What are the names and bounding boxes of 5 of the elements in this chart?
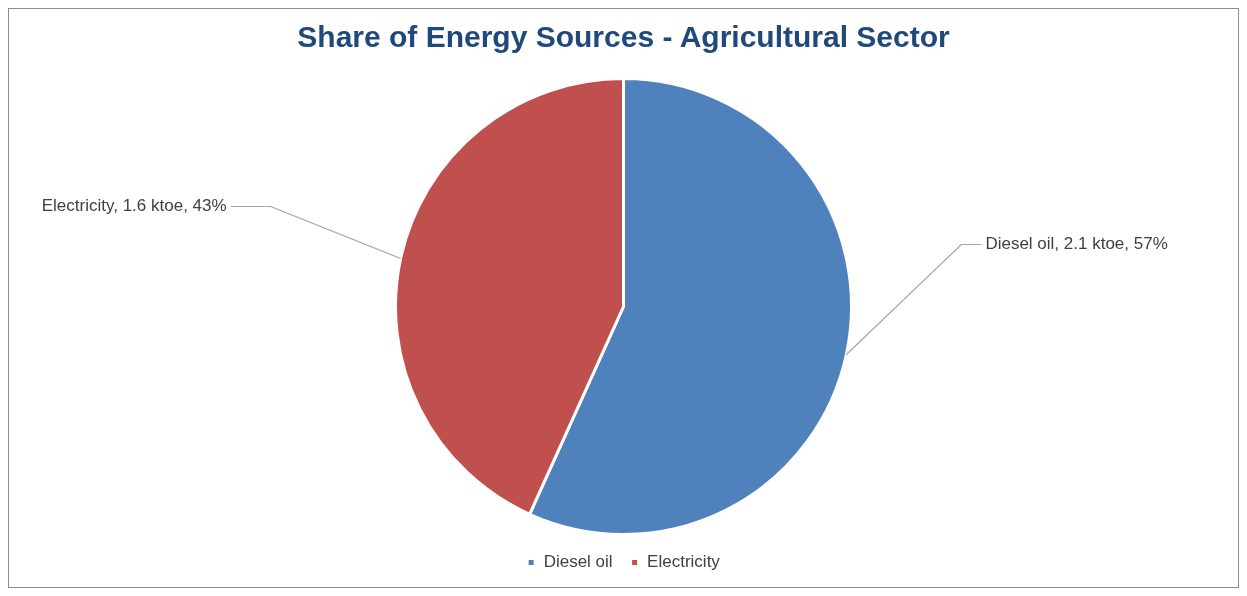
data-label: Electricity, 1.6 ktoe, 43% bbox=[41, 196, 227, 216]
data-label: Diesel oil, 2.1 ktoe, 57% bbox=[985, 234, 1168, 254]
chart-title: Share of Energy Sources - Agricultural Sector bbox=[297, 20, 951, 54]
legend-label: Diesel oil bbox=[543, 552, 613, 572]
legend-label: Electricity bbox=[647, 552, 721, 572]
